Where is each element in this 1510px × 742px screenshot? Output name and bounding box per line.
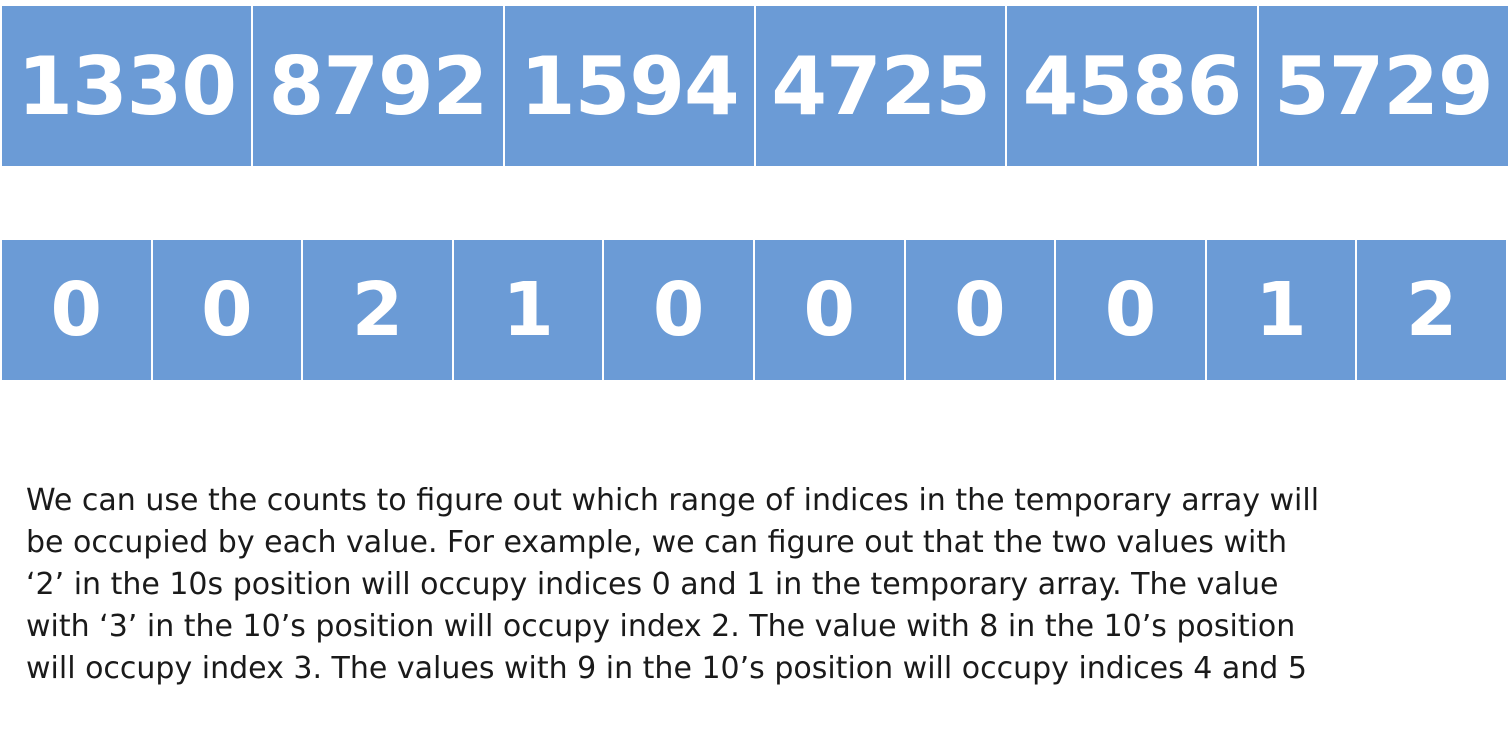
value-cell: 8792 xyxy=(253,6,505,166)
count-cell: 2 xyxy=(1357,240,1506,380)
value-cell: 1594 xyxy=(504,6,756,166)
value-cell: 4725 xyxy=(755,6,1008,166)
values-array: 1330 8792 1594 4725 4586 5729 xyxy=(2,6,1508,166)
count-cell: 0 xyxy=(604,240,755,380)
explanation-line: will occupy index 3. The values with 9 i… xyxy=(26,651,1307,686)
explanation-line: ‘2’ in the 10s position will occupy indi… xyxy=(26,567,1279,602)
count-cell: 0 xyxy=(152,240,304,380)
counts-array: 0 0 2 1 0 0 0 0 1 2 xyxy=(2,240,1506,380)
explanation-line: be occupied by each value. For example, … xyxy=(26,525,1288,560)
count-cell: 1 xyxy=(1206,240,1358,380)
count-cell: 1 xyxy=(453,240,605,380)
explanation-text: We can use the counts to figure out whic… xyxy=(26,480,1496,690)
value-cell: 1330 xyxy=(2,6,254,166)
value-cell: 4586 xyxy=(1007,6,1259,166)
count-cell: 0 xyxy=(1056,240,1207,380)
explanation-line: with ‘3’ in the 10’s position will occup… xyxy=(26,609,1296,644)
count-cell: 0 xyxy=(2,240,153,380)
count-cell: 0 xyxy=(905,240,1057,380)
explanation-line: We can use the counts to figure out whic… xyxy=(26,483,1320,518)
count-cell: 2 xyxy=(303,240,454,380)
value-cell: 5729 xyxy=(1258,6,1508,166)
count-cell: 0 xyxy=(754,240,906,380)
